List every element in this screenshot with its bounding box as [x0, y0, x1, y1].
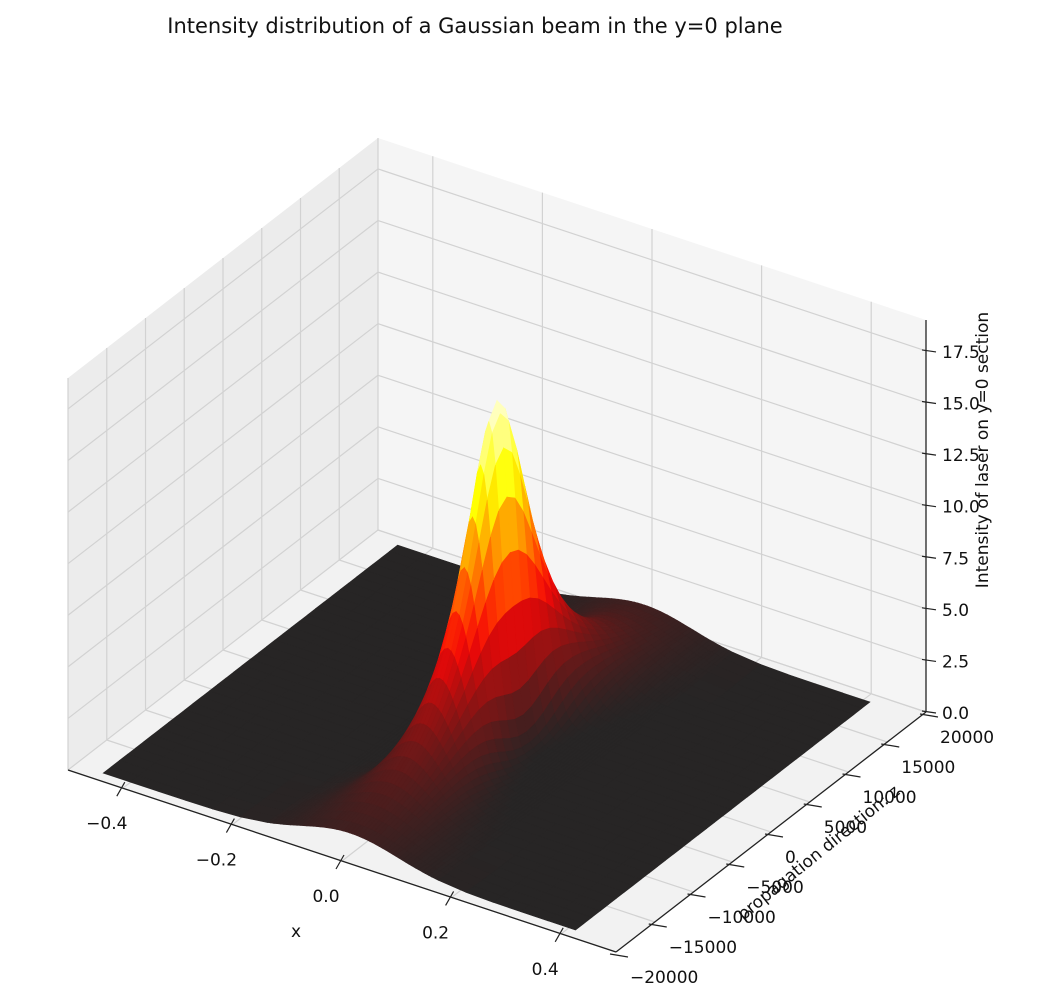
grid-i-left [67, 168, 379, 410]
x-tick-label: 0.0 [312, 887, 339, 907]
tick-mark [921, 658, 937, 663]
z-axis-line [615, 711, 927, 953]
grid-i-back [377, 426, 927, 610]
z-tick-label: 10000 [863, 788, 917, 808]
grid-i-left [67, 477, 379, 719]
tick-mark [764, 833, 784, 838]
tick-mark [921, 400, 937, 405]
grid-i-left [67, 323, 379, 565]
intensity-tick-label: 15.0 [942, 395, 980, 415]
tick-mark [921, 452, 937, 456]
tick-mark [842, 773, 861, 778]
grid-i-back [377, 323, 927, 507]
grid-i-left [67, 220, 379, 462]
z-tick-label: −10000 [708, 908, 776, 928]
tick-mark [921, 504, 937, 508]
tick-mark [803, 803, 822, 808]
z-tick-label: −20000 [630, 968, 698, 984]
grid-i-back [377, 271, 927, 455]
tick-mark [648, 923, 667, 928]
intensity-tick-label: 0.0 [942, 704, 969, 724]
tick-mark [881, 743, 900, 748]
tick-mark [445, 891, 455, 906]
intensity-axis-label: Intensity of laser on y=0 section [973, 312, 993, 588]
grid-i-back [377, 168, 927, 352]
x-tick-label: −0.4 [86, 814, 127, 834]
tick-mark [554, 927, 564, 943]
tick-mark [609, 953, 629, 958]
grid-i-back [377, 219, 927, 404]
z-tick-label: −5000 [746, 878, 804, 898]
intensity-tick-label: 2.5 [942, 652, 969, 672]
x-tick-label: −0.2 [196, 851, 237, 871]
intensity-tick-label: 10.0 [942, 498, 980, 518]
grid-i-back [377, 477, 927, 661]
tick-mark [335, 854, 345, 870]
x-tick-label: 0.2 [422, 923, 449, 943]
axis-lines [67, 320, 927, 953]
z-tick-label: 0 [785, 848, 796, 868]
tick-mark [116, 781, 126, 797]
z-tick-label: 5000 [824, 818, 867, 838]
z-tick-label: 15000 [901, 758, 955, 778]
tick-marks [116, 349, 939, 958]
intensity-tick-label: 5.0 [942, 601, 969, 621]
chart-title: Intensity distribution of a Gaussian bea… [167, 14, 783, 38]
tick-labels: −0.4 −0.2 0.0 0.2 0.4 −20000 −15000 −10000 −5000… [86, 343, 994, 984]
grid-i-left [67, 374, 379, 616]
tick-mark [921, 607, 937, 611]
tick-mark [225, 818, 235, 833]
z-tick-label: 20000 [940, 728, 994, 748]
z-tick-label: −15000 [669, 938, 737, 958]
tick-mark [921, 349, 937, 353]
x-axis-label: x [291, 922, 301, 942]
surface-patch [547, 914, 585, 931]
x-tick-label: 0.4 [532, 960, 559, 980]
tick-mark [921, 710, 937, 714]
surface-mesh [102, 399, 871, 931]
x-axis-line [67, 769, 617, 953]
intensity-tick-label: 7.5 [942, 549, 969, 569]
grid-i-left [67, 529, 379, 771]
grid-i-left [67, 426, 379, 668]
tick-mark [726, 863, 745, 868]
intensity-tick-label: 12.5 [942, 446, 980, 466]
grid-i-back [377, 374, 927, 558]
intensity-tick-label: 17.5 [942, 343, 980, 363]
tick-mark [921, 555, 937, 559]
grid-i-left [67, 271, 379, 513]
tick-mark [919, 713, 939, 718]
tick-mark [687, 893, 706, 898]
